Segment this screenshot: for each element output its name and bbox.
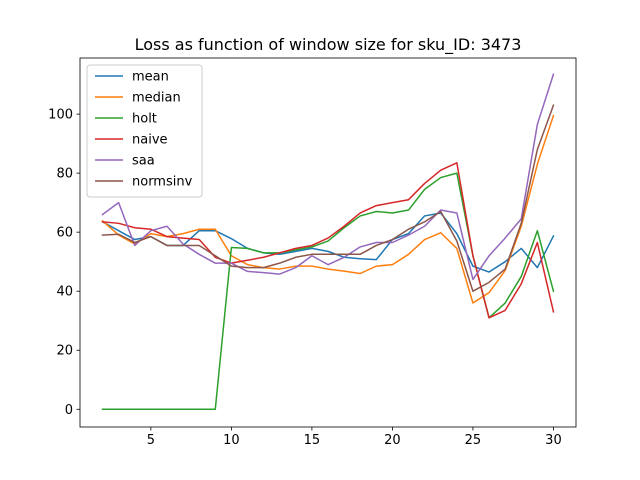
series-line-mean [101, 212, 555, 273]
legend-box [86, 64, 203, 198]
x-axis-ticks: 5 10 15 20 25 30 [147, 427, 562, 448]
y-tick-label: 20 [56, 344, 73, 359]
x-tick-label: 20 [384, 433, 401, 448]
y-tick-label: 0 [65, 403, 73, 418]
legend-label: naive [132, 133, 168, 148]
series-line-median [101, 114, 555, 304]
series-line-saa [101, 73, 555, 281]
legend: mean median holt naive saa normsinv [86, 64, 203, 198]
series-line-normsinv [101, 104, 555, 292]
legend-label: holt [132, 112, 157, 127]
plot-frame [79, 57, 577, 428]
x-tick-label: 15 [304, 433, 321, 448]
legend-entry-saa: saa [95, 154, 155, 169]
legend-entry-mean: mean [95, 70, 169, 85]
x-tick-label: 10 [223, 433, 240, 448]
legend-entry-naive: naive [95, 133, 168, 148]
legend-entry-median: median [95, 91, 181, 106]
axes [79, 57, 577, 428]
y-axis-ticks: 0 20 40 60 80 100 [48, 108, 80, 418]
chart-title: Loss as function of window size for sku_… [135, 35, 522, 55]
legend-label: median [132, 91, 181, 106]
legend-label: normsinv [132, 175, 193, 190]
legend-label: saa [132, 154, 155, 169]
y-tick-label: 80 [56, 167, 73, 182]
legend-entry-normsinv: normsinv [95, 175, 193, 190]
legend-entry-holt: holt [95, 112, 157, 127]
y-tick-label: 40 [56, 285, 73, 300]
x-tick-label: 5 [147, 433, 155, 448]
x-tick-label: 30 [545, 433, 562, 448]
plot-series [101, 73, 555, 411]
y-tick-label: 100 [48, 108, 73, 123]
series-line-holt [101, 172, 555, 411]
y-tick-label: 60 [56, 226, 73, 241]
x-tick-label: 25 [465, 433, 482, 448]
legend-label: mean [132, 70, 169, 85]
